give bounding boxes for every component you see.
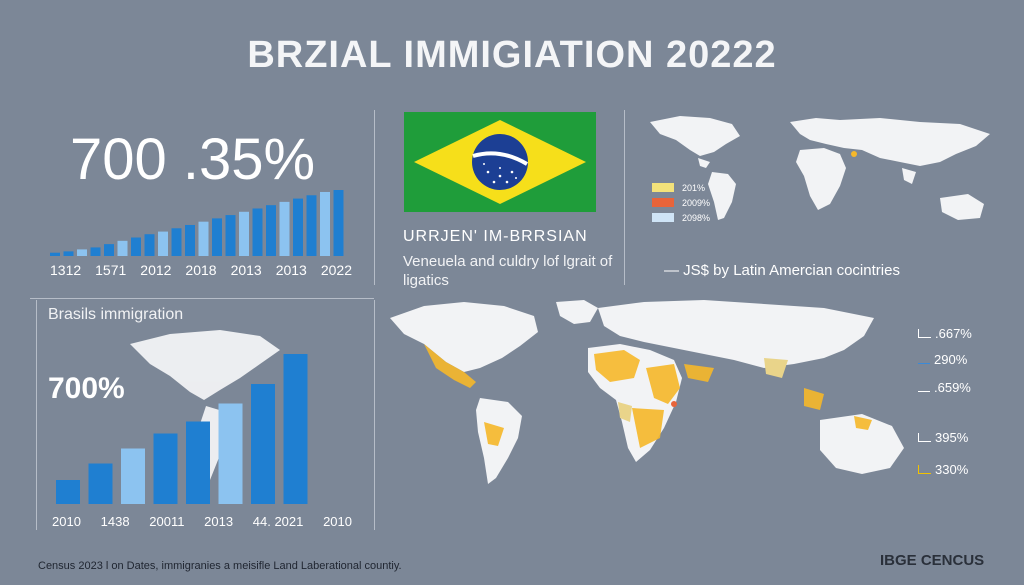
bar [306,195,317,256]
bottom-bar-chart [56,354,308,504]
bar [158,231,168,256]
marker-line [918,465,931,474]
bar [121,448,145,504]
x-label: 2013 [204,514,234,529]
legend-item: 201% [652,180,710,195]
bar [266,205,276,256]
legend-label: 201% [682,182,706,193]
x-label: 1438 [100,514,130,529]
legend-label: 2009% [682,197,711,208]
headline-stat: 700 .35% [70,127,316,192]
x-label: 2012 [140,262,172,278]
world-map-small [650,116,990,220]
x-label: 2013 [230,262,262,278]
flag-caption-heading: URRJEN' IM-BRRSIAN [403,228,588,245]
source-credit: IBGE CENCUS [880,552,985,569]
percentage-label: 330% [935,462,969,477]
bar [212,218,222,256]
marker-line [918,433,931,442]
headline-stat: 700% [48,372,125,405]
vertical-divider [36,300,37,530]
bar [50,252,60,256]
section-heading: Brasils immigration [48,306,184,323]
vertical-divider [374,300,375,530]
bar [218,403,243,504]
bar [293,198,303,256]
flag-caption-text: Veneuela and culdry lof lgrait of ligati… [403,253,613,289]
x-label: 2022 [320,262,352,278]
bar [252,208,263,256]
map-caption: — JS$ by Latin Amercian cocintries [664,262,900,279]
percentage-marker: 395% [918,430,968,445]
x-label: 1312 [50,262,82,278]
x-label: 2010 [52,514,81,529]
map-legend: 201% 2009% 2098% [652,180,710,225]
bar [320,191,330,256]
percentage-label: .667% [935,326,972,341]
bar [153,433,178,504]
top-bar-chart [50,190,344,256]
legend-item: 2009% [652,195,710,210]
x-label: 2018 [185,262,217,278]
bar [186,421,210,504]
percentage-label: 290% [934,352,968,367]
bar [56,480,80,504]
bar [251,384,275,504]
top-chart-x-labels: 1312 1571 2012 2018 2013 2013 2022 [50,262,352,278]
horizontal-divider [30,298,374,299]
marker-line [918,329,931,338]
bar [144,234,155,256]
x-label: 1571 [95,262,127,278]
bar [171,228,182,256]
page-title: BRZIAL IMMIGIATION 20222 [247,34,777,76]
bar [198,221,209,256]
footer-note: Census 2023 l on Dates, immigranies a me… [38,560,402,572]
world-map-large [390,300,904,484]
marker-line [918,383,930,392]
legend-label: 2098% [682,212,711,223]
percentage-marker: 290% [918,352,967,367]
vertical-divider [624,110,625,285]
percentage-label: 395% [935,430,969,445]
bar [90,247,101,256]
bar [225,215,236,256]
bar [104,244,114,256]
bar [131,237,141,256]
percentage-marker: 330% [918,462,968,477]
bottom-chart-x-labels: 2010 1438 20011 2013 44. 2021 2010 [52,514,352,529]
brazil-flag-icon [404,112,596,212]
map-caption-text: JS$ by Latin Amercian cocintries [683,262,900,279]
percentage-label: .659% [934,380,971,395]
bar [239,211,249,256]
x-label: 20011 [149,514,185,529]
x-label: 2010 [323,514,352,529]
bar [283,354,308,504]
bar [63,251,74,256]
percentage-marker: .667% [918,326,972,341]
bar [117,240,128,256]
bar [279,201,290,256]
bar [77,249,87,256]
legend-swatch [652,198,674,207]
vertical-divider [374,110,375,285]
x-label: 44. 2021 [252,514,304,529]
legend-swatch [652,213,674,222]
bar [185,224,195,256]
marker-line [918,355,930,364]
legend-item: 2098% [652,210,710,225]
legend-swatch [652,183,674,192]
percentage-marker: .659% [918,380,971,395]
bar [88,463,113,504]
x-label: 2013 [275,262,307,278]
bar [333,190,344,256]
